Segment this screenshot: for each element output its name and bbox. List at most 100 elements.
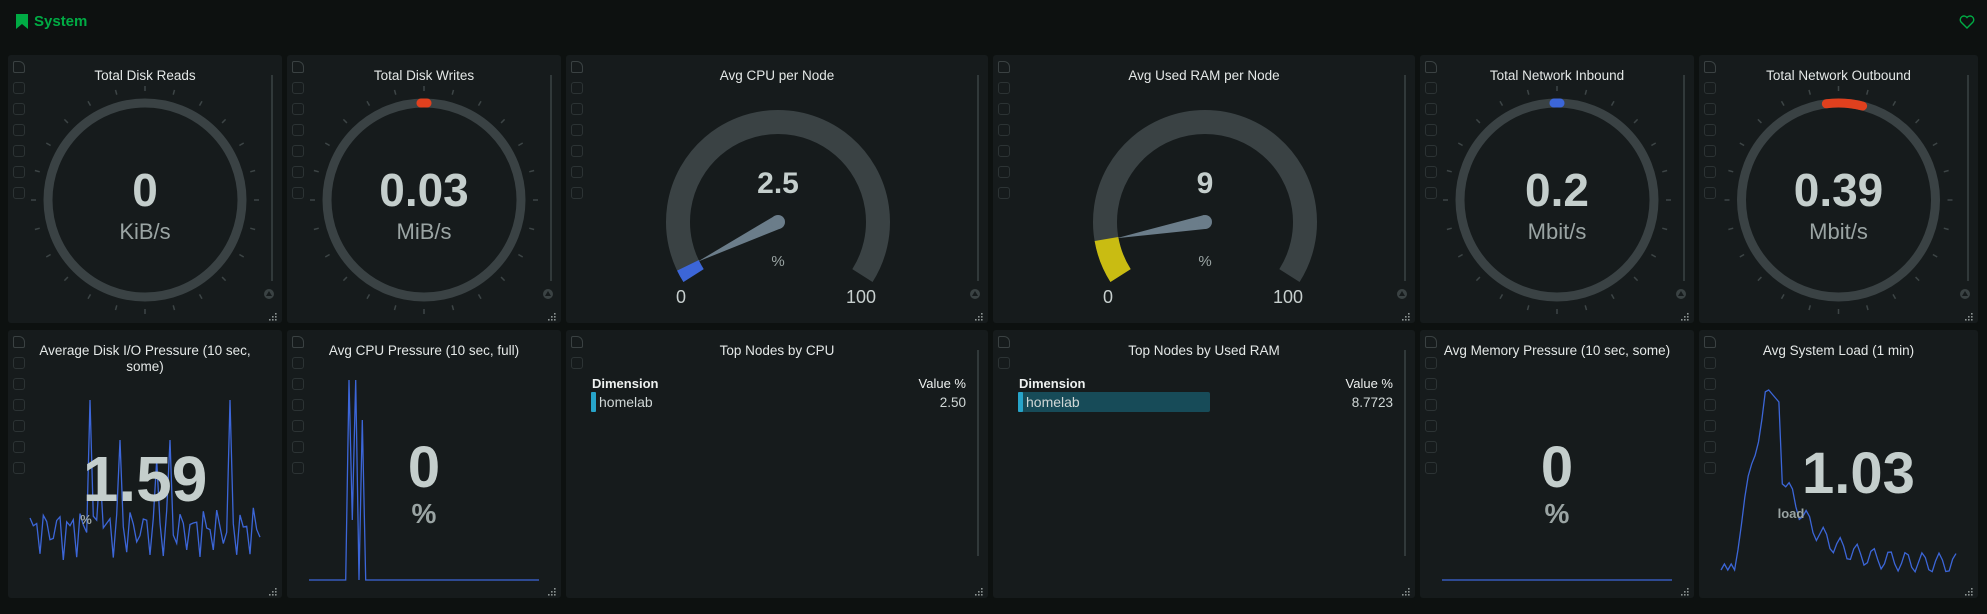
heart-icon[interactable] [1959, 14, 1975, 30]
close-icon[interactable] [292, 357, 304, 369]
filter-icon[interactable] [1425, 124, 1437, 136]
info-icon[interactable] [1704, 145, 1716, 157]
expand-icon[interactable] [998, 103, 1010, 115]
panel-scrollbar[interactable] [1404, 75, 1406, 281]
info-icon[interactable] [13, 145, 25, 157]
close-icon[interactable] [1425, 82, 1437, 94]
gauge-panel-net-inbound[interactable]: Total Network Inbound 0.2 Mbit/s [1420, 55, 1694, 323]
expand-icon[interactable] [1425, 103, 1437, 115]
chart-type-icon[interactable] [1704, 336, 1716, 348]
chart-type-icon[interactable] [1704, 61, 1716, 73]
settings-icon[interactable] [13, 462, 25, 474]
spark-panel-system-load[interactable]: Avg System Load (1 min) 1.03 load [1699, 330, 1978, 598]
gauge-panel-net-outbound[interactable]: Total Network Outbound 0.39 Mbit/s [1699, 55, 1978, 323]
gauge-panel-avg-cpu[interactable]: Avg CPU per Node 2.5% 0 100 [566, 55, 988, 323]
chart-type-icon[interactable] [13, 336, 25, 348]
group-icon[interactable] [571, 166, 583, 178]
filter-icon[interactable] [292, 124, 304, 136]
table-panel-top-cpu[interactable]: Top Nodes by CPU Dimension Value % homelab… [566, 330, 988, 598]
panel-scrollbar[interactable] [977, 350, 979, 556]
resize-handle-icon[interactable] [973, 583, 983, 596]
group-icon[interactable] [1704, 166, 1716, 178]
gauge-panel-disk-reads[interactable]: Total Disk Reads 0 KiB/s [8, 55, 282, 323]
alert-icon[interactable] [1676, 289, 1686, 299]
chart-type-icon[interactable] [292, 61, 304, 73]
column-header-value[interactable]: Value % [918, 376, 966, 391]
chart-type-icon[interactable] [1425, 61, 1437, 73]
resize-handle-icon[interactable] [973, 308, 983, 321]
info-icon[interactable] [13, 420, 25, 432]
resize-handle-icon[interactable] [267, 308, 277, 321]
table-row[interactable]: homelab [1018, 392, 1210, 412]
info-icon[interactable] [571, 145, 583, 157]
chart-type-icon[interactable] [292, 336, 304, 348]
column-header-dimension[interactable]: Dimension [592, 376, 659, 391]
filter-icon[interactable] [1704, 399, 1716, 411]
filter-icon[interactable] [571, 124, 583, 136]
info-icon[interactable] [1425, 145, 1437, 157]
settings-icon[interactable] [292, 462, 304, 474]
close-icon[interactable] [998, 82, 1010, 94]
close-icon[interactable] [998, 357, 1010, 369]
group-icon[interactable] [292, 166, 304, 178]
chart-type-icon[interactable] [998, 61, 1010, 73]
group-icon[interactable] [1425, 166, 1437, 178]
table-panel-top-ram[interactable]: Top Nodes by Used RAM Dimension Value % ho… [993, 330, 1415, 598]
expand-icon[interactable] [292, 378, 304, 390]
close-icon[interactable] [1704, 357, 1716, 369]
panel-scrollbar[interactable] [1683, 75, 1685, 281]
table-row[interactable]: homelab [591, 392, 783, 412]
settings-icon[interactable] [571, 187, 583, 199]
settings-icon[interactable] [1425, 462, 1437, 474]
resize-handle-icon[interactable] [1400, 583, 1410, 596]
info-icon[interactable] [1704, 420, 1716, 432]
resize-handle-icon[interactable] [1400, 308, 1410, 321]
expand-icon[interactable] [292, 103, 304, 115]
section-header[interactable]: System [16, 13, 87, 30]
expand-icon[interactable] [1704, 103, 1716, 115]
group-icon[interactable] [13, 166, 25, 178]
filter-icon[interactable] [13, 399, 25, 411]
settings-icon[interactable] [1704, 462, 1716, 474]
gauge-panel-disk-writes[interactable]: Total Disk Writes 0.03 MiB/s [287, 55, 561, 323]
info-icon[interactable] [292, 145, 304, 157]
settings-icon[interactable] [998, 187, 1010, 199]
panel-scrollbar[interactable] [977, 75, 979, 281]
alert-icon[interactable] [543, 289, 553, 299]
panel-scrollbar[interactable] [1967, 75, 1969, 281]
panel-scrollbar[interactable] [1404, 350, 1406, 556]
spark-panel-memory-pressure[interactable]: Avg Memory Pressure (10 sec, some) 0% [1420, 330, 1694, 598]
chart-type-icon[interactable] [998, 336, 1010, 348]
filter-icon[interactable] [1704, 124, 1716, 136]
info-icon[interactable] [998, 145, 1010, 157]
chart-type-icon[interactable] [571, 336, 583, 348]
alert-icon[interactable] [970, 289, 980, 299]
chart-type-icon[interactable] [1425, 336, 1437, 348]
group-icon[interactable] [1425, 441, 1437, 453]
group-icon[interactable] [998, 166, 1010, 178]
expand-icon[interactable] [1425, 378, 1437, 390]
gauge-panel-avg-ram[interactable]: Avg Used RAM per Node 9% 0 100 [993, 55, 1415, 323]
group-icon[interactable] [292, 441, 304, 453]
settings-icon[interactable] [292, 187, 304, 199]
filter-icon[interactable] [292, 399, 304, 411]
panel-scrollbar[interactable] [550, 75, 552, 281]
alert-icon[interactable] [1960, 289, 1970, 299]
group-icon[interactable] [13, 441, 25, 453]
expand-icon[interactable] [1704, 378, 1716, 390]
settings-icon[interactable] [1425, 187, 1437, 199]
close-icon[interactable] [571, 357, 583, 369]
expand-icon[interactable] [13, 103, 25, 115]
close-icon[interactable] [571, 82, 583, 94]
filter-icon[interactable] [998, 124, 1010, 136]
chart-type-icon[interactable] [571, 61, 583, 73]
column-header-value[interactable]: Value % [1345, 376, 1393, 391]
close-icon[interactable] [1425, 357, 1437, 369]
expand-icon[interactable] [571, 103, 583, 115]
settings-icon[interactable] [1704, 187, 1716, 199]
resize-handle-icon[interactable] [1679, 308, 1689, 321]
resize-handle-icon[interactable] [1963, 308, 1973, 321]
filter-icon[interactable] [1425, 399, 1437, 411]
settings-icon[interactable] [13, 187, 25, 199]
filter-icon[interactable] [13, 124, 25, 136]
